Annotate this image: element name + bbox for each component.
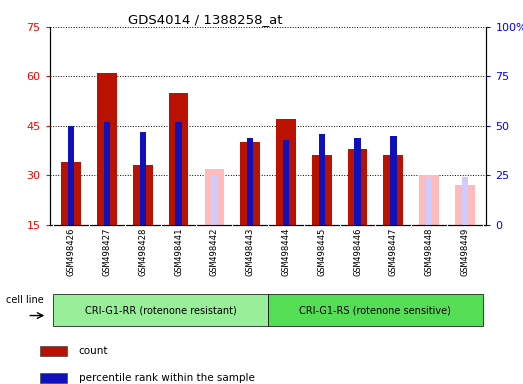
Text: GSM498449: GSM498449: [460, 228, 470, 276]
Bar: [268, 294, 483, 326]
Text: CRI-G1-RR (rotenone resistant): CRI-G1-RR (rotenone resistant): [85, 305, 236, 315]
Bar: [40, 372, 66, 383]
Text: GSM498448: GSM498448: [425, 228, 434, 276]
Bar: [247, 137, 253, 225]
Text: GSM498445: GSM498445: [317, 228, 326, 276]
Bar: [211, 175, 218, 225]
Bar: [354, 137, 361, 225]
Bar: [169, 93, 188, 225]
Text: GSM498446: GSM498446: [353, 228, 362, 276]
Text: percentile rank within the sample: percentile rank within the sample: [78, 373, 255, 383]
Text: CRI-G1-RS (rotenone sensitive): CRI-G1-RS (rotenone sensitive): [300, 305, 451, 315]
Bar: [312, 156, 332, 225]
Bar: [276, 119, 296, 225]
Bar: [204, 169, 224, 225]
Bar: [462, 177, 468, 225]
Text: GDS4014 / 1388258_at: GDS4014 / 1388258_at: [128, 13, 283, 26]
Text: GSM498447: GSM498447: [389, 228, 398, 276]
Bar: [133, 166, 153, 225]
Bar: [383, 156, 403, 225]
Text: GSM498444: GSM498444: [281, 228, 290, 276]
Text: GSM498443: GSM498443: [246, 228, 255, 276]
Bar: [104, 122, 110, 225]
Bar: [140, 132, 146, 225]
Bar: [175, 122, 182, 225]
Bar: [348, 149, 367, 225]
Bar: [40, 346, 66, 356]
Text: count: count: [78, 346, 108, 356]
Bar: [53, 294, 268, 326]
Bar: [419, 175, 439, 225]
Text: GSM498441: GSM498441: [174, 228, 183, 276]
Text: GSM498426: GSM498426: [66, 228, 76, 276]
Bar: [426, 177, 433, 225]
Bar: [68, 126, 74, 225]
Bar: [97, 73, 117, 225]
Text: GSM498428: GSM498428: [138, 228, 147, 276]
Bar: [61, 162, 81, 225]
Bar: [319, 134, 325, 225]
Bar: [390, 136, 396, 225]
Text: cell line: cell line: [6, 295, 44, 305]
Text: GSM498427: GSM498427: [103, 228, 111, 276]
Bar: [240, 142, 260, 225]
Text: GSM498442: GSM498442: [210, 228, 219, 276]
Bar: [283, 140, 289, 225]
Bar: [455, 185, 475, 225]
